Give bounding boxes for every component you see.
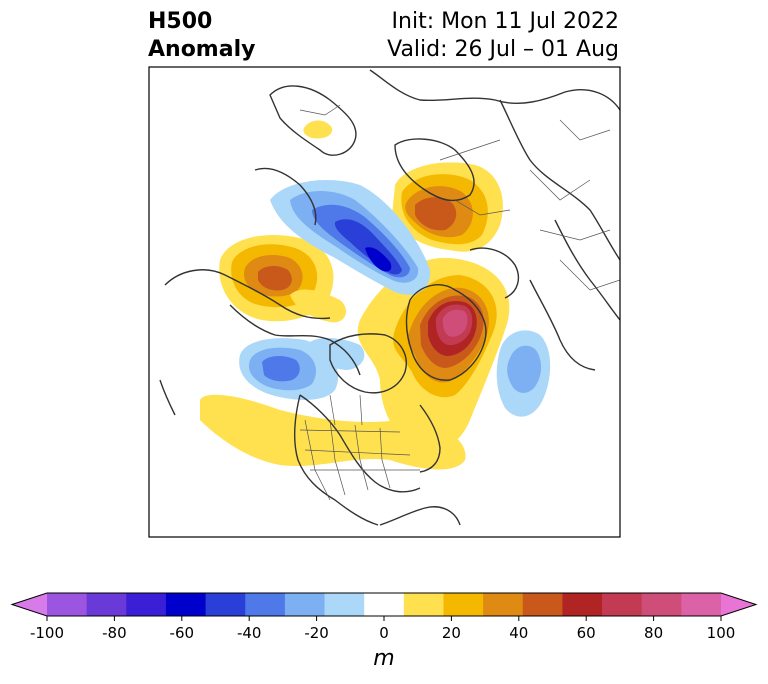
colorbar-segment	[86, 593, 127, 616]
colorbar-tick-label: -40	[236, 624, 262, 642]
colorbar-tick-label: -100	[29, 624, 65, 642]
colorbar-tick-label: 80	[644, 624, 664, 642]
colorbar-segment	[403, 593, 444, 616]
colorbar	[10, 592, 758, 621]
title-anomaly: Anomaly	[148, 37, 256, 62]
valid-range: Valid: 26 Jul – 01 Aug	[387, 37, 619, 62]
colorbar-tick-label: 20	[441, 624, 461, 642]
colorbar-tick-label: 0	[379, 624, 389, 642]
colorbar-segment	[284, 593, 326, 616]
init-date: Init: Mon 11 Jul 2022	[391, 9, 619, 34]
colorbar-segment	[126, 593, 167, 616]
colorbar-tick-label: 60	[576, 624, 596, 642]
title-left: H500 Anomaly	[148, 8, 255, 64]
colorbar-segment	[681, 593, 722, 616]
coastlines	[159, 69, 620, 526]
colorbar-segment	[443, 593, 484, 616]
title-right: Init: Mon 11 Jul 2022 Valid: 26 Jul – 01…	[387, 8, 619, 64]
colorbar-tick-label: -20	[304, 624, 329, 642]
positive-anomaly-russia	[392, 162, 503, 252]
negative-anomaly-atlantic	[496, 330, 551, 417]
negative-anomaly-pacific	[239, 338, 365, 400]
colorbar-segment	[522, 593, 563, 616]
title-field: H500	[148, 9, 213, 34]
colorbar-extend-min	[12, 593, 47, 616]
map-frame	[148, 66, 621, 538]
colorbar-extend-max	[721, 593, 756, 616]
colorbar-tick-label: 40	[509, 624, 529, 642]
colorbar-segment	[641, 593, 682, 616]
negative-anomaly-arctic	[270, 180, 431, 295]
colorbar-tick-label: -60	[169, 624, 195, 642]
colorbar-segment	[47, 593, 88, 616]
colorbar-tick-label: 100	[706, 624, 736, 642]
colorbar-tick-label: -80	[102, 624, 127, 642]
colorbar-segment	[562, 593, 603, 616]
colorbar-segment	[245, 593, 286, 616]
colorbar-segment	[483, 593, 524, 616]
colorbar-segment	[324, 593, 365, 616]
colorbar-segment	[602, 593, 643, 616]
colorbar-unit: m	[373, 646, 395, 671]
colorbar-segment	[364, 593, 405, 616]
colorbar-segment	[205, 593, 246, 616]
borders	[299, 104, 620, 501]
map-panel	[149, 67, 620, 537]
colorbar-segment	[165, 593, 207, 616]
